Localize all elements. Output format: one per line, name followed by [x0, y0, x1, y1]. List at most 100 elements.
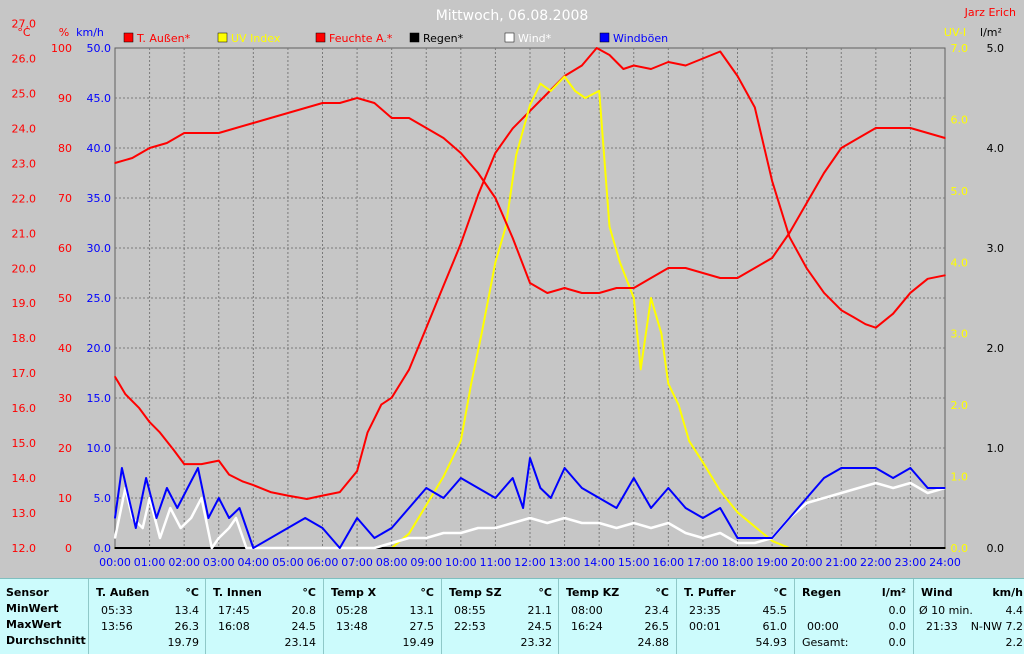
data-point	[390, 117, 393, 119]
data-point	[754, 267, 756, 269]
data-point	[442, 497, 445, 499]
data-point	[477, 487, 479, 489]
data-point	[390, 542, 393, 544]
rain-tick-label: 0.0	[987, 542, 1005, 555]
legend-swatch	[217, 32, 228, 43]
data-point	[788, 232, 791, 234]
data-point	[650, 527, 652, 529]
data-point	[595, 47, 598, 49]
data-point	[684, 532, 687, 534]
wind-label: 21:33	[926, 620, 958, 633]
data-point	[909, 127, 912, 129]
celsius-axis-unit: °C	[17, 26, 31, 39]
series-group	[113, 47, 946, 550]
data-point	[875, 467, 877, 469]
stats-column: Temp SZ °C 08:55 21.1 22:53 24.5 23.32	[441, 579, 559, 654]
data-point	[633, 297, 635, 299]
rain-value: 0.0	[888, 636, 907, 649]
stats-column: T. Außen °C 05:33 13.4 13:56 26.3 19.79	[88, 579, 206, 654]
data-point	[529, 282, 531, 284]
stats-average: 19.79	[167, 636, 200, 649]
grid	[115, 48, 945, 548]
data-point	[408, 117, 410, 119]
data-point	[892, 487, 894, 489]
kmh-tick-label: 30.0	[87, 242, 112, 255]
data-point	[477, 194, 479, 196]
stats-max-time: 00:01	[689, 620, 721, 633]
data-point	[287, 547, 289, 549]
data-point	[200, 132, 203, 134]
data-point	[408, 537, 410, 539]
data-point	[356, 97, 358, 99]
data-point	[515, 154, 517, 156]
data-point	[788, 517, 791, 519]
data-point	[754, 542, 756, 544]
stats-label-column: Sensor MinWert MaxWert Durchschnitt	[0, 579, 88, 654]
data-point	[702, 537, 704, 539]
data-point	[238, 507, 241, 509]
x-tick-label: 02:00	[168, 556, 200, 569]
data-point	[529, 457, 531, 459]
data-point	[719, 50, 721, 53]
data-point	[252, 484, 255, 486]
data-point	[598, 90, 600, 92]
x-tick-label: 13:00	[549, 556, 581, 569]
celsius-tick-label: 18.0	[12, 332, 37, 345]
kmh-tick-label: 35.0	[87, 192, 112, 205]
percent-tick-label: 60	[58, 242, 72, 255]
x-tick-label: 24:00	[929, 556, 961, 569]
uv-tick-label: 5.0	[951, 185, 969, 198]
percent-tick-label: 10	[58, 492, 72, 505]
x-tick-label: 10:00	[445, 556, 477, 569]
data-point	[702, 517, 704, 519]
data-point	[771, 180, 773, 182]
data-point	[840, 147, 843, 149]
data-point	[114, 547, 116, 549]
data-point	[183, 132, 185, 134]
data-point	[228, 473, 230, 476]
data-point	[511, 237, 514, 239]
data-point	[494, 261, 497, 264]
data-point	[442, 532, 445, 534]
data-point	[677, 404, 680, 406]
data-point	[155, 517, 158, 519]
celsius-tick-label: 26.0	[12, 52, 37, 65]
data-point	[944, 487, 946, 489]
stats-min-time: 23:35	[689, 604, 721, 617]
stats-max-value: 26.5	[644, 620, 670, 633]
data-point	[321, 102, 324, 104]
rain-unit: l/m²	[881, 586, 906, 599]
data-point	[736, 75, 739, 77]
data-point	[304, 107, 307, 109]
data-point	[197, 467, 199, 469]
data-point	[892, 312, 894, 315]
data-point	[304, 517, 307, 519]
data-point	[470, 382, 473, 385]
data-point	[926, 132, 929, 134]
stats-min-value: 21.1	[527, 604, 553, 617]
data-point	[864, 323, 867, 326]
celsius-tick-label: 24.0	[12, 122, 37, 135]
data-point	[321, 527, 324, 529]
data-point	[857, 487, 860, 489]
data-point	[805, 497, 808, 499]
data-point	[875, 127, 877, 129]
kmh-tick-label: 45.0	[87, 92, 112, 105]
data-point	[944, 274, 946, 277]
data-point	[875, 326, 877, 329]
data-point	[598, 522, 600, 524]
data-point	[235, 517, 237, 519]
data-point	[563, 287, 566, 289]
data-point	[667, 382, 670, 385]
x-tick-label: 05:00	[272, 556, 304, 569]
data-point	[574, 90, 576, 92]
data-point	[529, 110, 531, 112]
data-point	[633, 477, 635, 479]
data-point	[546, 292, 549, 294]
stats-average: 54.93	[755, 636, 788, 649]
data-point	[179, 527, 182, 529]
stats-column-title: T. Puffer	[684, 586, 736, 599]
data-point	[200, 463, 203, 465]
data-point	[823, 292, 825, 294]
data-point	[245, 547, 248, 549]
